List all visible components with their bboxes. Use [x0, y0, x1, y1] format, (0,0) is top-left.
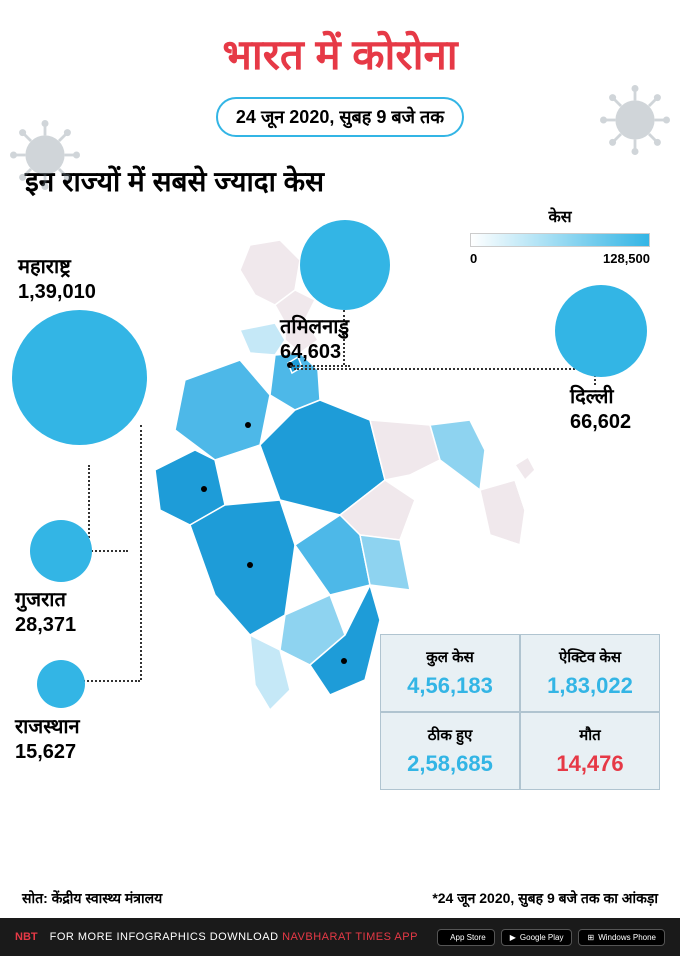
stat-total: कुल केस 4,56,183: [380, 634, 520, 712]
date-pill: 24 जून 2020, सुबह 9 बजे तक: [216, 97, 464, 137]
label-tamilnadu: तमिलनाडु 64,603: [280, 315, 349, 365]
virus-icon-left: [10, 120, 80, 190]
label-maharashtra: महाराष्ट्र 1,39,010: [18, 255, 96, 305]
stat-active: ऐक्टिव केस 1,83,022: [520, 634, 660, 712]
legend-title: केस: [470, 205, 650, 227]
bubble-maharashtra: [12, 310, 147, 445]
bubble-delhi: [555, 285, 647, 377]
badge-appstore[interactable]: App Store: [437, 929, 495, 946]
label-gujarat: गुजरात 28,371: [15, 588, 76, 638]
virus-icon-right: [600, 85, 670, 155]
stat-recovered: ठीक हुए 2,58,685: [380, 712, 520, 790]
legend-max: 128,500: [603, 251, 650, 266]
badge-googleplay[interactable]: ▶Google Play: [501, 929, 573, 946]
legend-gradient: [470, 233, 650, 247]
footer-text: FOR MORE INFOGRAPHICS DOWNLOAD NAVBHARAT…: [50, 931, 418, 943]
label-rajasthan: राजस्थान 15,627: [15, 715, 80, 765]
stats-box: कुल केस 4,56,183 ऐक्टिव केस 1,83,022 ठीक…: [380, 634, 660, 790]
map-area: केस 0 128,500 महाराष्ट्र 1,39,010 तमिलना…: [0, 200, 680, 840]
connector: [290, 365, 350, 367]
badge-windows[interactable]: ⊞Windows Phone: [578, 929, 665, 946]
store-badges: App Store ▶Google Play ⊞Windows Phone: [437, 929, 665, 946]
legend: केस 0 128,500: [470, 205, 650, 266]
source-text: सोत: केंद्रीय स्वास्थ्य मंत्रालय: [22, 889, 162, 908]
footer-logo: NBT: [15, 931, 38, 943]
connector: [294, 368, 594, 370]
connector: [80, 680, 140, 682]
footnote-text: *24 जून 2020, सुबह 9 बजे तक का आंकड़ा: [432, 889, 658, 908]
main-title: भारत में कोरोना: [0, 0, 680, 82]
footer-bar: NBT FOR MORE INFOGRAPHICS DOWNLOAD NAVBH…: [0, 918, 680, 956]
legend-min: 0: [470, 251, 477, 266]
connector: [140, 425, 142, 680]
bubble-gujarat: [30, 520, 92, 582]
label-delhi: दिल्ली 66,602: [570, 385, 631, 435]
bubble-rajasthan: [37, 660, 85, 708]
subtitle: इन राज्यों में सबसे ज्यादा केस: [25, 162, 680, 200]
connector: [88, 550, 128, 552]
stat-deaths: मौत 14,476: [520, 712, 660, 790]
bubble-tamilnadu: [300, 220, 390, 310]
